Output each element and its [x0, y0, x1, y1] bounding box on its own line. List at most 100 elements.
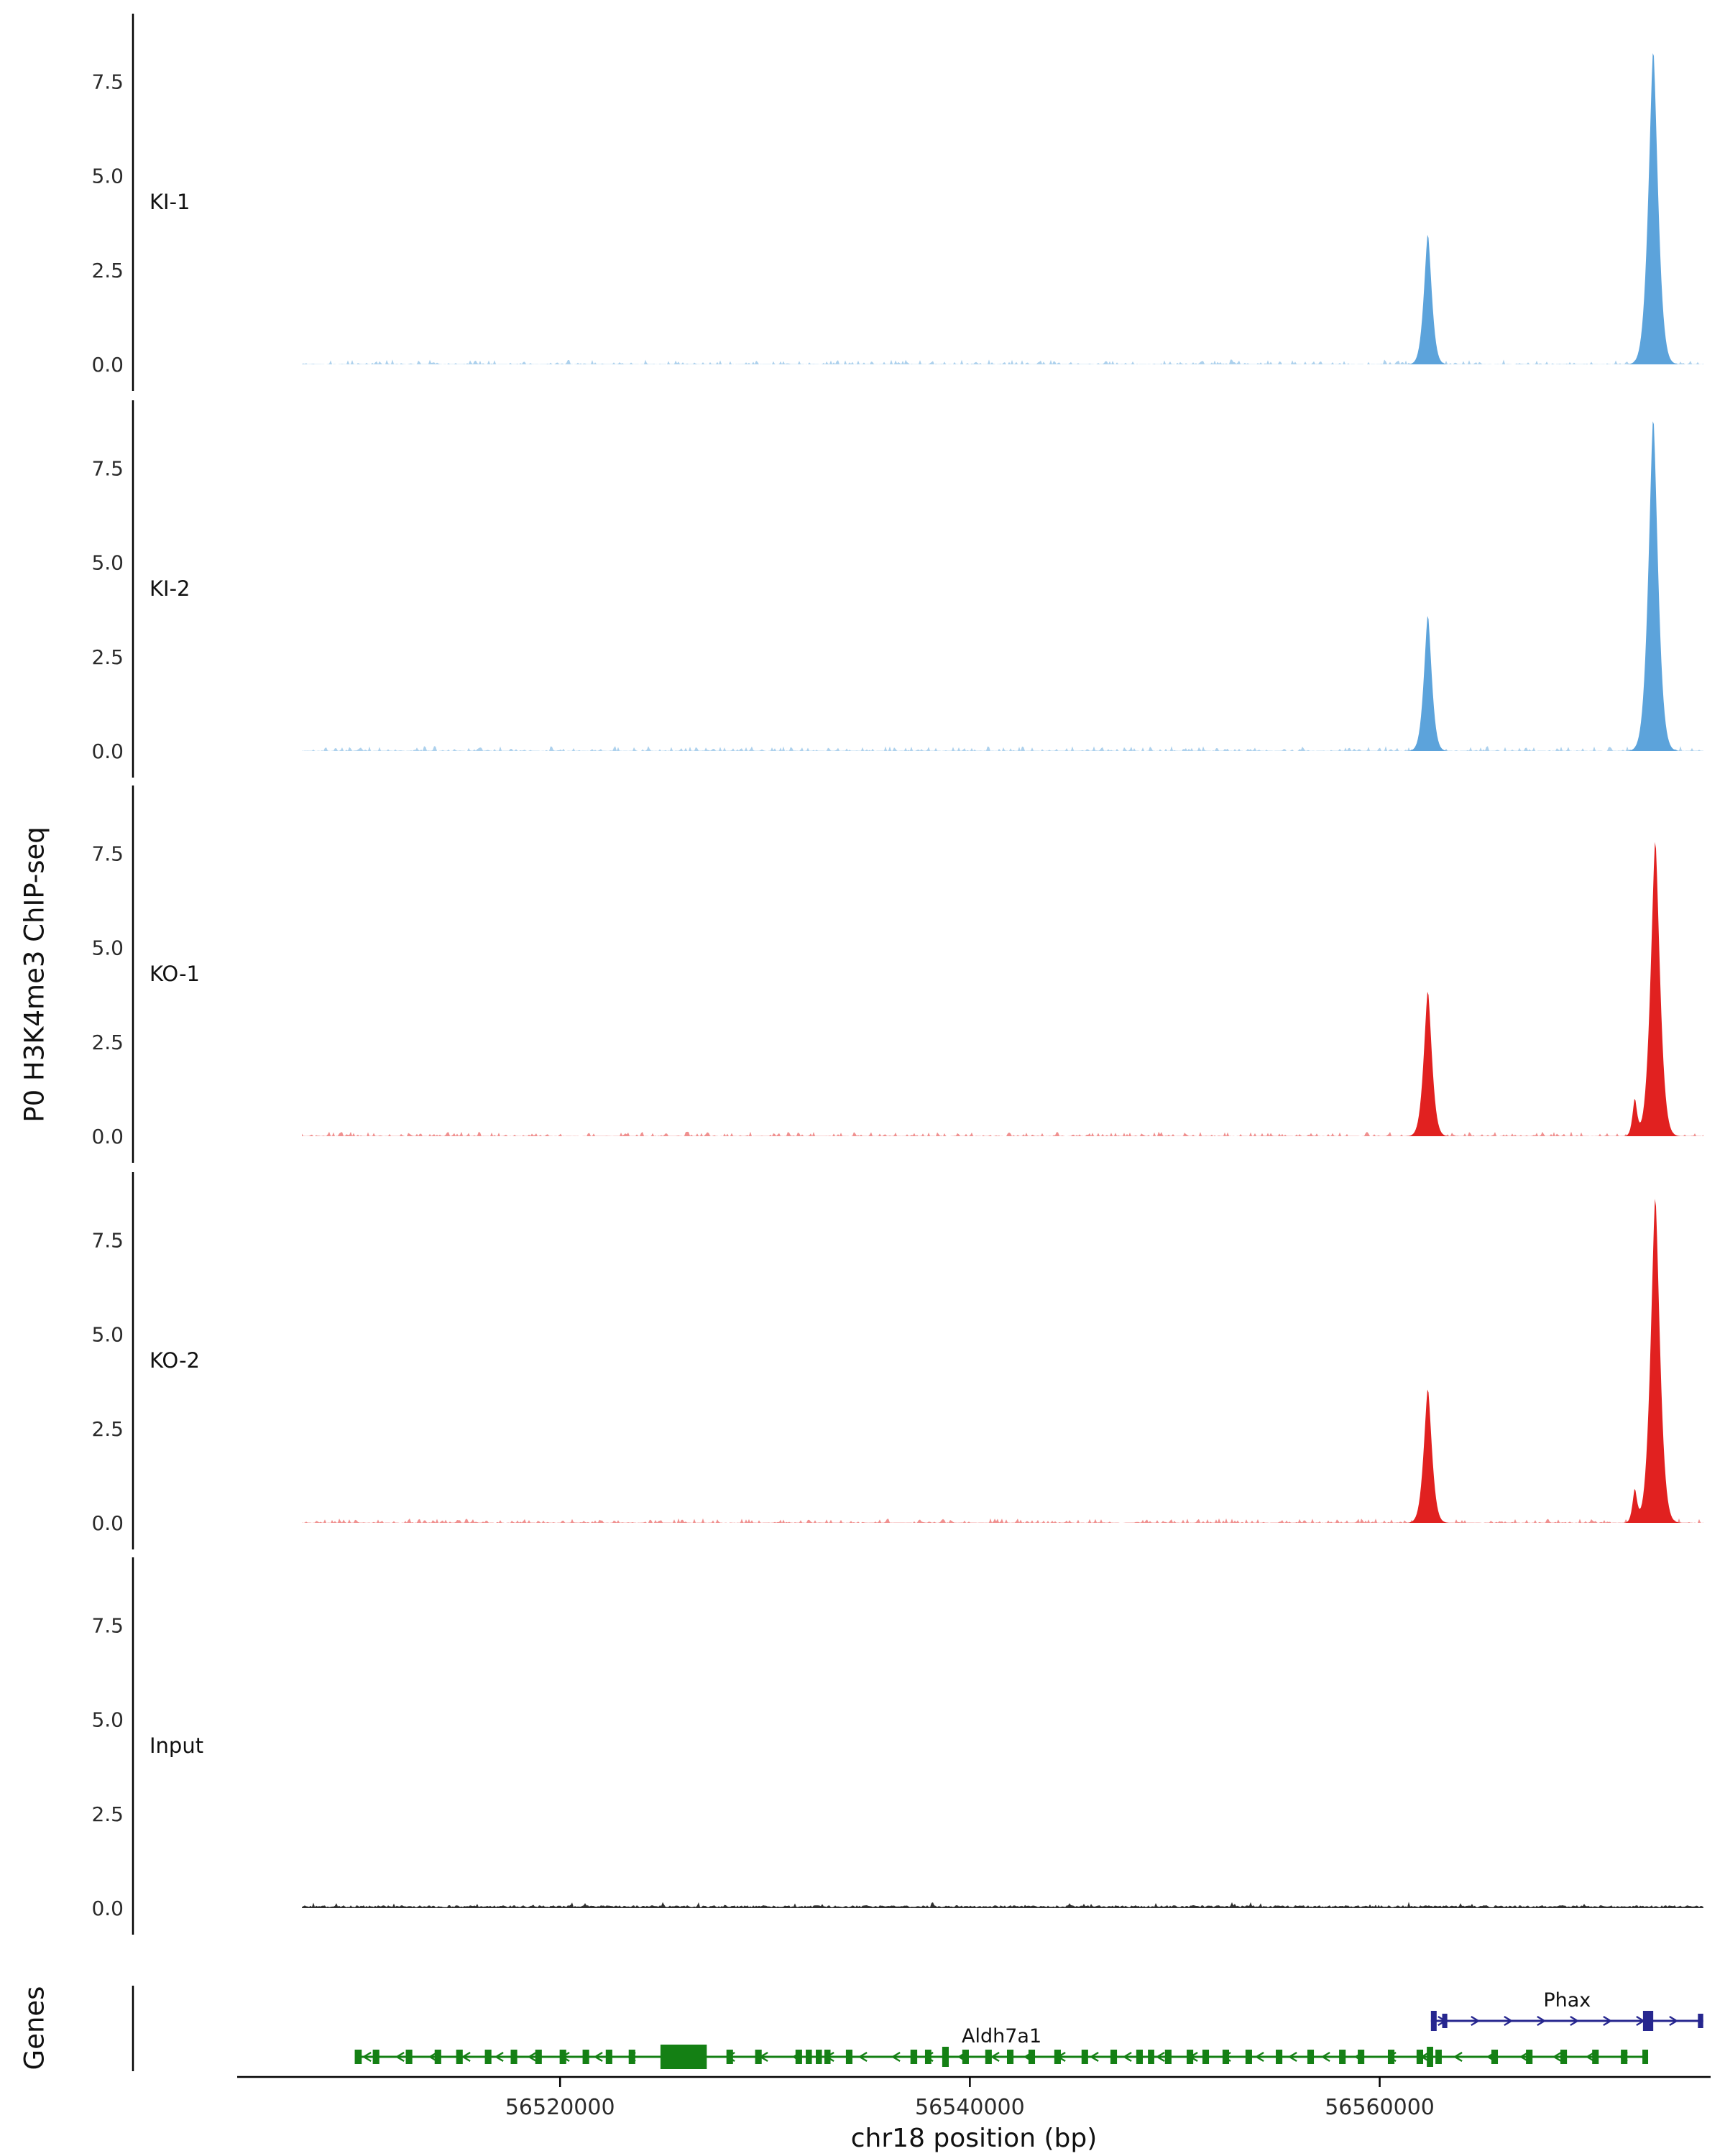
- gene-aldh7a1-exon: [1028, 2050, 1036, 2064]
- gene-aldh7a1-exon: [816, 2050, 822, 2064]
- gene-aldh7a1-strand-arrow: [1585, 2051, 1595, 2063]
- y-tick-label-ko-2: 7.5: [91, 1228, 124, 1252]
- gene-aldh7a1-strand-arrow: [1254, 2051, 1264, 2063]
- gene-aldh7a1-exon: [1136, 2050, 1143, 2064]
- gene-aldh7a1-exon: [962, 2050, 969, 2064]
- gene-phax-exon: [1430, 2011, 1437, 2031]
- y-tick-label-ko-1: 2.5: [91, 1031, 124, 1054]
- y-tick-label-input: 0.0: [91, 1897, 124, 1920]
- gene-phax-strand-arrow: [1570, 2015, 1580, 2027]
- gene-phax-exon: [1442, 2014, 1448, 2028]
- gene-aldh7a1-exon: [559, 2050, 566, 2064]
- track-ki-2-signal: [302, 421, 1703, 751]
- gene-aldh7a1-strand-arrow: [1453, 2051, 1463, 2063]
- gene-aldh7a1-exon: [985, 2050, 992, 2064]
- gene-aldh7a1-exon: [845, 2050, 853, 2064]
- gene-aldh7a1-exon: [726, 2050, 733, 2064]
- y-tick-label-ki-1: 5.0: [91, 165, 124, 188]
- y-tick-label-ko-1: 0.0: [91, 1125, 124, 1148]
- y-tick-label-ki-2: 7.5: [91, 456, 124, 480]
- gene-aldh7a1-exon: [1526, 2050, 1533, 2064]
- gene-phax-strand-arrow: [1471, 2015, 1481, 2027]
- y-tick-label-ko-1: 7.5: [91, 842, 124, 865]
- gene-aldh7a1-strand-arrow: [593, 2051, 603, 2063]
- gene-aldh7a1-exon: [1222, 2050, 1230, 2064]
- y-tick-label-ki-1: 0.0: [91, 353, 124, 377]
- gene-phax-strand-arrow: [1603, 2015, 1613, 2027]
- gene-aldh7a1-exon: [1339, 2050, 1346, 2064]
- gene-aldh7a1-exon: [456, 2050, 463, 2064]
- x-tick-label: 56520000: [505, 2095, 615, 2120]
- gene-aldh7a1-strand-arrow: [891, 2051, 901, 2063]
- gene-aldh7a1-exon: [1642, 2050, 1649, 2064]
- track-label-ki-2: KI-2: [150, 576, 190, 601]
- gene-phax-exon: [1698, 2014, 1703, 2028]
- gene-aldh7a1-exon: [605, 2050, 612, 2064]
- gene-aldh7a1-exon: [1276, 2050, 1283, 2064]
- gene-aldh7a1-strand-arrow: [1155, 2051, 1165, 2063]
- gene-aldh7a1-strand-arrow: [1552, 2051, 1562, 2063]
- gene-aldh7a1-label: Aldh7a1: [962, 2025, 1041, 2047]
- x-tick-label: 56560000: [1325, 2095, 1435, 2120]
- gene-aldh7a1-exon: [1427, 2047, 1433, 2067]
- gene-aldh7a1-strand-arrow: [1320, 2051, 1330, 2063]
- gene-aldh7a1-strand-arrow: [362, 2051, 372, 2063]
- x-tick-label: 56540000: [915, 2095, 1025, 2120]
- gene-aldh7a1-exon: [910, 2050, 918, 2064]
- track-ko-2-signal: [302, 1199, 1703, 1523]
- gene-phax-strand-arrow: [1669, 2015, 1679, 2027]
- gene-aldh7a1-exon: [942, 2047, 949, 2067]
- track-label-ki-1: KI-1: [150, 190, 190, 214]
- gene-phax-strand-arrow: [1537, 2015, 1547, 2027]
- gene-aldh7a1-exon: [1110, 2050, 1118, 2064]
- gene-aldh7a1-strand-arrow: [990, 2051, 1000, 2063]
- gene-aldh7a1-strand-arrow: [461, 2051, 471, 2063]
- gene-aldh7a1-strand-arrow: [527, 2051, 537, 2063]
- gene-aldh7a1-strand-arrow: [1519, 2051, 1529, 2063]
- gene-aldh7a1-exon: [1560, 2050, 1568, 2064]
- gene-aldh7a1-exon: [1592, 2050, 1599, 2064]
- y-tick-label-ki-2: 5.0: [91, 551, 124, 575]
- gene-aldh7a1-exon: [535, 2050, 542, 2064]
- gene-phax-label: Phax: [1543, 1989, 1591, 2012]
- y-tick-label-ko-2: 0.0: [91, 1511, 124, 1535]
- gene-aldh7a1-exon: [660, 2045, 707, 2069]
- gene-phax-strand-arrow: [1504, 2015, 1514, 2027]
- gene-aldh7a1-exon: [1006, 2050, 1014, 2064]
- gene-aldh7a1-strand-arrow: [494, 2051, 504, 2063]
- gene-aldh7a1-exon: [1164, 2050, 1172, 2064]
- gene-aldh7a1-strand-arrow: [1089, 2051, 1099, 2063]
- gene-aldh7a1-exon: [824, 2050, 831, 2064]
- gene-aldh7a1-exon: [434, 2050, 441, 2064]
- y-tick-label-ki-1: 7.5: [91, 70, 124, 93]
- track-label-input: Input: [150, 1733, 203, 1758]
- genes-panel-label: Genes: [19, 1986, 50, 2070]
- y-tick-label-input: 2.5: [91, 1802, 124, 1826]
- track-label-ko-2: KO-2: [150, 1348, 200, 1373]
- track-ki-1-baseline-noise: [302, 359, 1703, 364]
- gene-aldh7a1-exon: [1358, 2050, 1365, 2064]
- gene-aldh7a1-exon: [1202, 2050, 1210, 2064]
- track-ko-1-baseline-noise: [302, 1131, 1703, 1136]
- y-tick-label-ki-1: 2.5: [91, 259, 124, 282]
- gene-aldh7a1-strand-arrow: [1287, 2051, 1297, 2063]
- gene-aldh7a1-strand-arrow: [857, 2051, 868, 2063]
- gene-aldh7a1-exon: [405, 2050, 413, 2064]
- y-tick-label-ko-1: 5.0: [91, 936, 124, 960]
- gene-aldh7a1-exon: [582, 2050, 589, 2064]
- x-axis-title: chr18 position (bp): [850, 2124, 1098, 2153]
- gene-aldh7a1-exon: [372, 2050, 380, 2064]
- gene-aldh7a1-exon: [1245, 2050, 1252, 2064]
- gene-aldh7a1-exon: [924, 2050, 932, 2064]
- gene-aldh7a1-exon: [755, 2050, 762, 2064]
- gene-aldh7a1-exon: [510, 2050, 518, 2064]
- track-ko-2-baseline-noise: [302, 1518, 1703, 1523]
- gene-aldh7a1-exon: [1416, 2050, 1423, 2064]
- gene-phax-exon: [1642, 2011, 1654, 2031]
- gene-aldh7a1-exon: [1148, 2050, 1154, 2064]
- y-tick-label-ki-2: 0.0: [91, 740, 124, 763]
- track-ko-1-signal: [302, 842, 1703, 1136]
- y-axis-label: P0 H3K4me3 ChIP-seq: [19, 826, 50, 1123]
